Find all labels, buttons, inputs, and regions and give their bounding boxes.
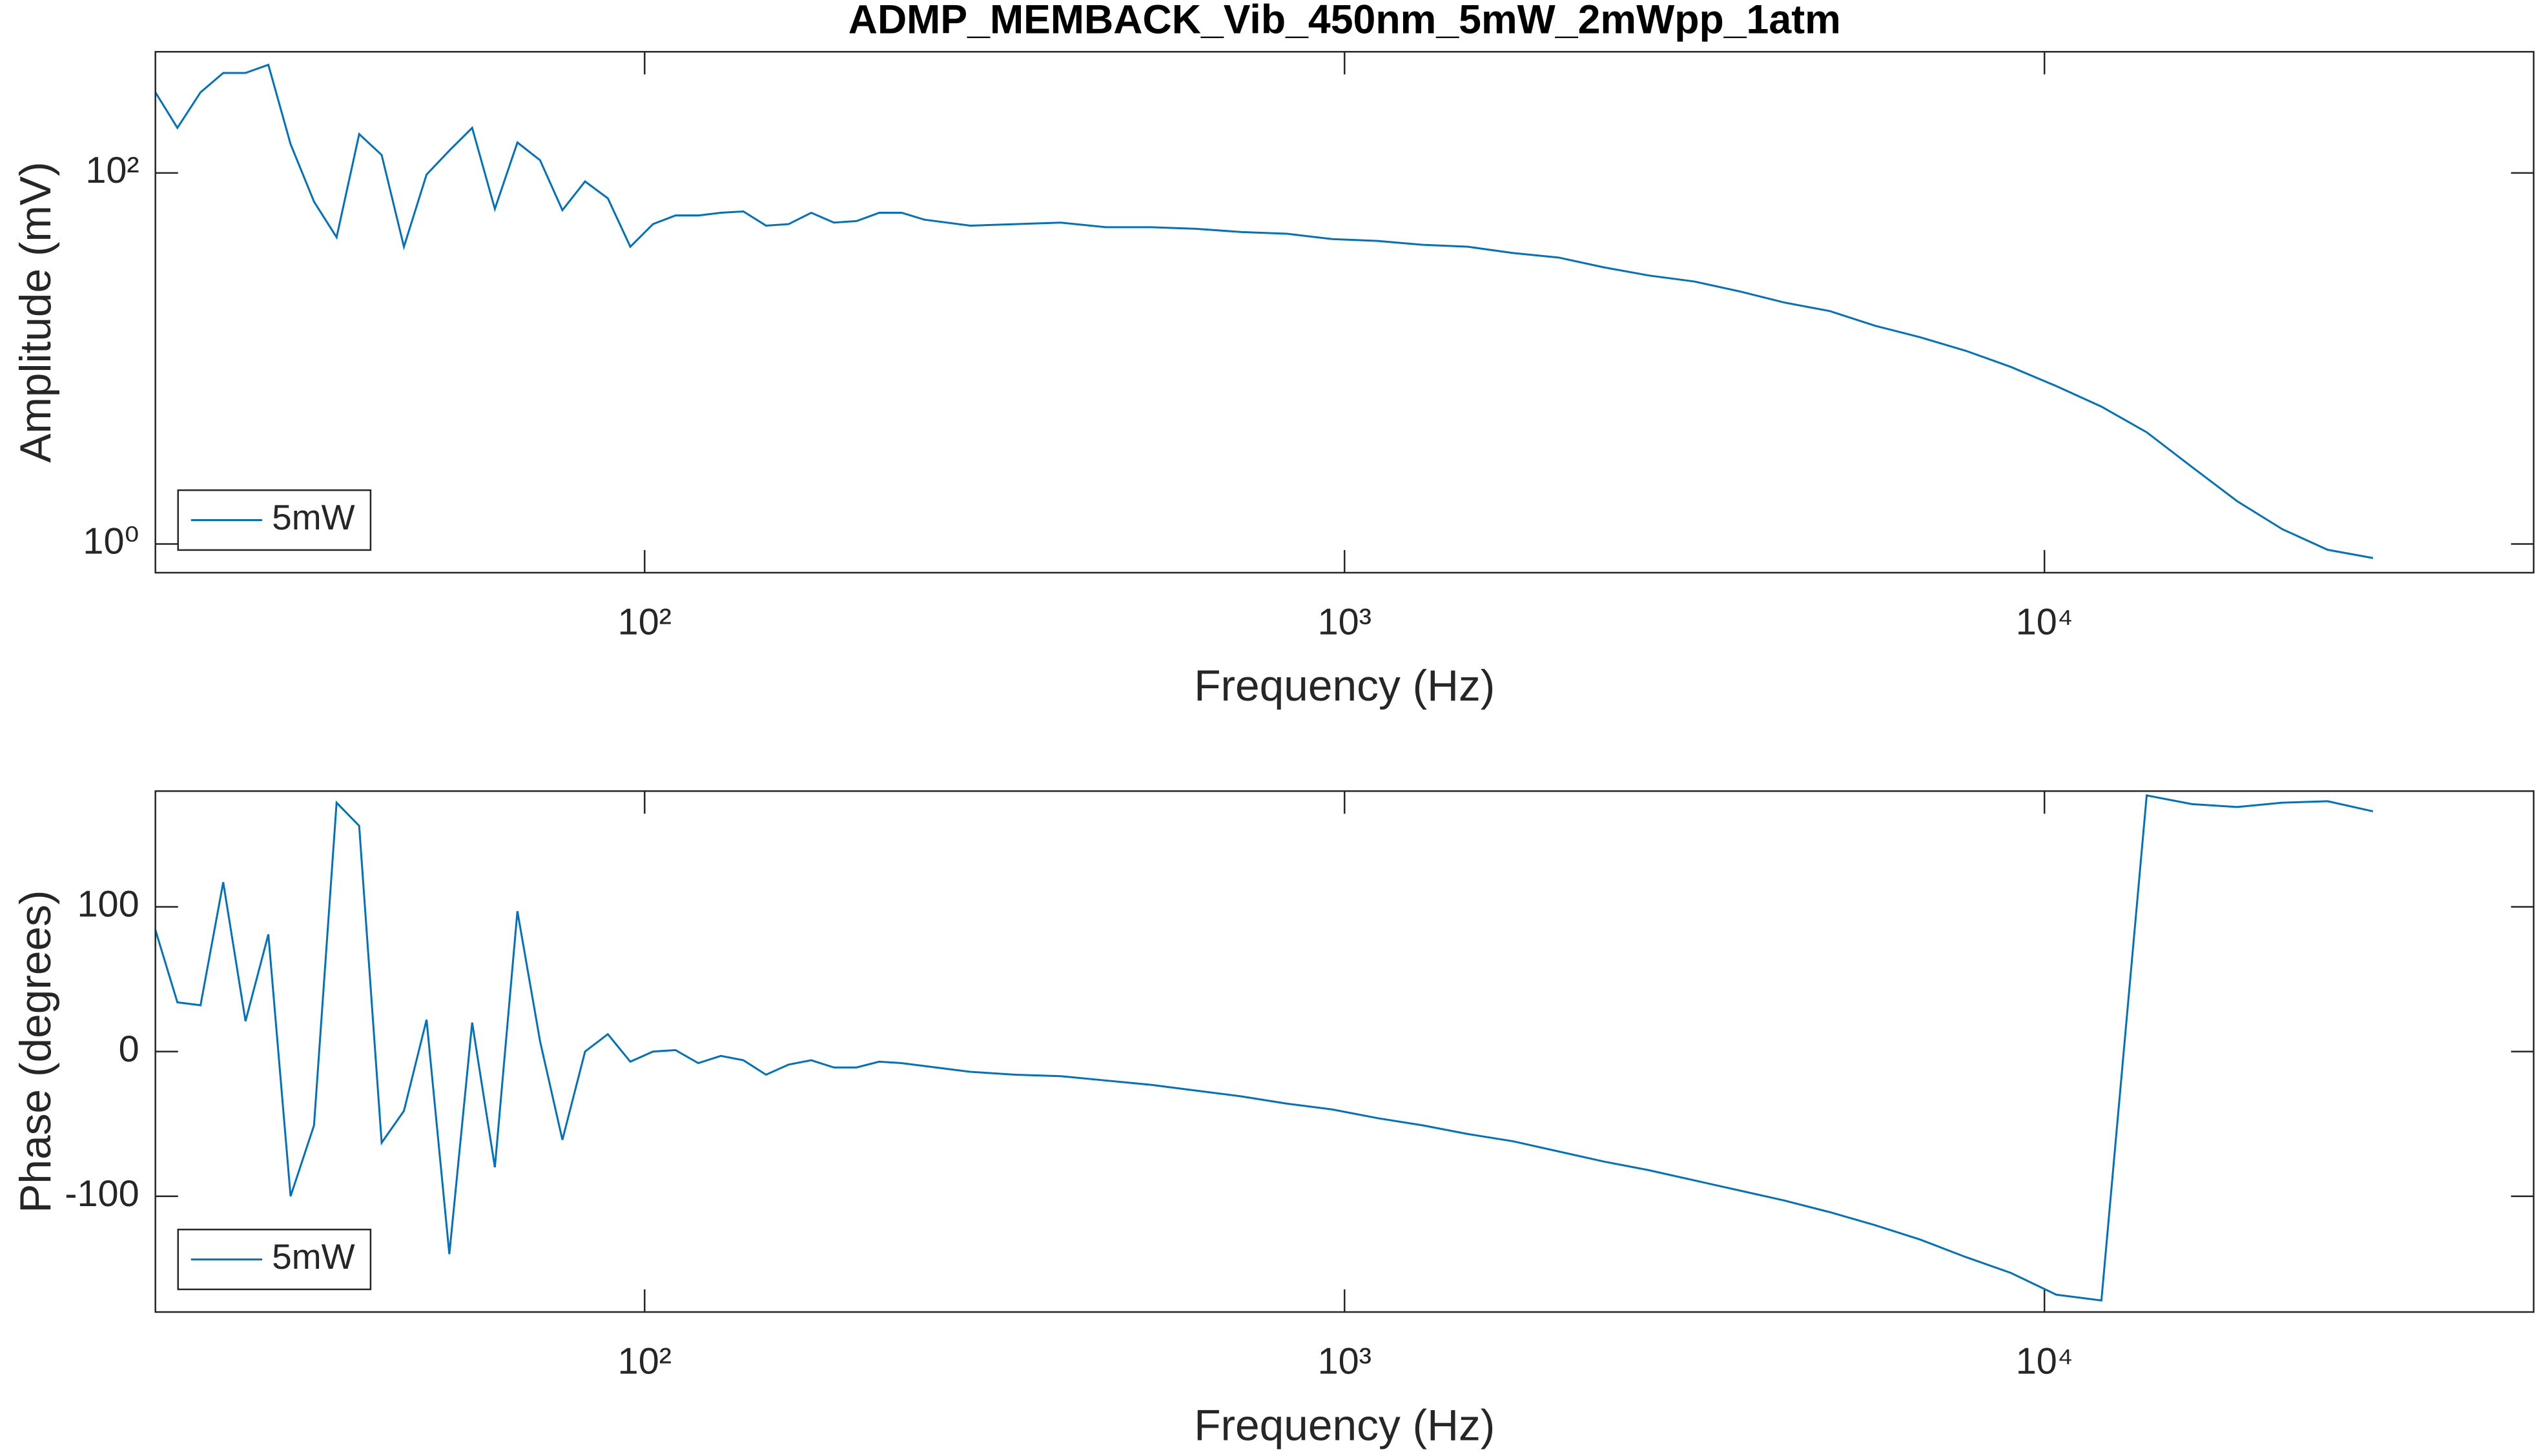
- y-tick-label: 10⁰: [83, 521, 139, 562]
- axes-box: [154, 50, 2535, 574]
- data-line: [154, 794, 2374, 1302]
- y-tick-label: -100: [65, 1173, 139, 1215]
- y-tick-label: 100: [77, 884, 139, 925]
- x-tick-label: 10⁴: [2016, 601, 2073, 642]
- plot-area: [155, 791, 2534, 1313]
- x-axis-label: Frequency (Hz): [1194, 1401, 1495, 1450]
- x-tick-label: 10²: [618, 1340, 672, 1382]
- x-tick-label: 10³: [1318, 1340, 1371, 1382]
- x-tick-label: 10²: [618, 601, 672, 642]
- y-axis-label: Amplitude (mV): [12, 162, 60, 463]
- y-tick-label: 0: [119, 1029, 139, 1070]
- data-line: [154, 63, 2374, 559]
- y-axis-label: Phase (degrees): [12, 890, 60, 1213]
- legend-label: 5mW: [272, 1236, 355, 1277]
- x-axis-label: Frequency (Hz): [1194, 662, 1495, 710]
- axes-box: [154, 790, 2535, 1313]
- legend-label: 5mW: [272, 497, 355, 537]
- x-tick-label: 10³: [1318, 601, 1371, 642]
- y-tick-label: 10²: [85, 150, 139, 191]
- chart-title: ADMP_MEMBACK_Vib_450nm_5mW_2mWpp_1atm: [848, 0, 1841, 43]
- x-tick-label: 10⁴: [2016, 1340, 2073, 1382]
- plot-area: [155, 52, 2534, 573]
